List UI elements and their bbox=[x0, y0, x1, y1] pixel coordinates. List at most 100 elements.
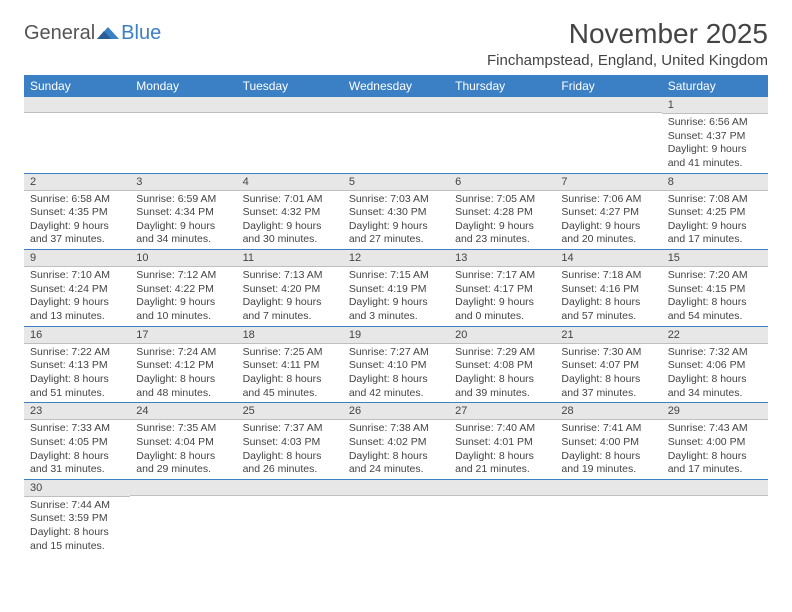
calendar-row: 9Sunrise: 7:10 AMSunset: 4:24 PMDaylight… bbox=[24, 250, 768, 327]
day-body: Sunrise: 7:24 AMSunset: 4:12 PMDaylight:… bbox=[130, 344, 236, 403]
day-body: Sunrise: 7:29 AMSunset: 4:08 PMDaylight:… bbox=[449, 344, 555, 403]
sunset-line: Sunset: 4:11 PM bbox=[243, 359, 337, 373]
day-number: 5 bbox=[343, 174, 449, 191]
day-number bbox=[237, 97, 343, 113]
day-number: 16 bbox=[24, 327, 130, 344]
day-number bbox=[343, 480, 449, 496]
calendar-cell: 10Sunrise: 7:12 AMSunset: 4:22 PMDayligh… bbox=[130, 250, 236, 327]
calendar-cell bbox=[449, 479, 555, 555]
calendar-cell bbox=[343, 97, 449, 173]
sunrise-line: Sunrise: 7:43 AM bbox=[668, 422, 762, 436]
calendar-cell bbox=[130, 97, 236, 173]
sunset-line: Sunset: 4:04 PM bbox=[136, 436, 230, 450]
day-number: 25 bbox=[237, 403, 343, 420]
day-number: 24 bbox=[130, 403, 236, 420]
day-header: Monday bbox=[130, 75, 236, 97]
daylight-line: Daylight: 8 hours and 37 minutes. bbox=[561, 373, 655, 400]
day-body: Sunrise: 7:37 AMSunset: 4:03 PMDaylight:… bbox=[237, 420, 343, 479]
sunset-line: Sunset: 4:07 PM bbox=[561, 359, 655, 373]
sunrise-line: Sunrise: 7:35 AM bbox=[136, 422, 230, 436]
sunset-line: Sunset: 4:19 PM bbox=[349, 283, 443, 297]
calendar-cell: 11Sunrise: 7:13 AMSunset: 4:20 PMDayligh… bbox=[237, 250, 343, 327]
header: General Blue November 2025 Finchampstead… bbox=[24, 18, 768, 69]
day-body bbox=[130, 113, 236, 169]
day-number bbox=[449, 97, 555, 113]
calendar-cell: 22Sunrise: 7:32 AMSunset: 4:06 PMDayligh… bbox=[662, 326, 768, 403]
day-body: Sunrise: 7:05 AMSunset: 4:28 PMDaylight:… bbox=[449, 191, 555, 250]
sunset-line: Sunset: 4:30 PM bbox=[349, 206, 443, 220]
day-number: 14 bbox=[555, 250, 661, 267]
day-body: Sunrise: 7:20 AMSunset: 4:15 PMDaylight:… bbox=[662, 267, 768, 326]
daylight-line: Daylight: 8 hours and 31 minutes. bbox=[30, 450, 124, 477]
sunset-line: Sunset: 4:02 PM bbox=[349, 436, 443, 450]
sunrise-line: Sunrise: 7:05 AM bbox=[455, 193, 549, 207]
day-header: Saturday bbox=[662, 75, 768, 97]
day-body: Sunrise: 7:41 AMSunset: 4:00 PMDaylight:… bbox=[555, 420, 661, 479]
day-body: Sunrise: 6:59 AMSunset: 4:34 PMDaylight:… bbox=[130, 191, 236, 250]
calendar-cell bbox=[130, 479, 236, 555]
sunrise-line: Sunrise: 7:29 AM bbox=[455, 346, 549, 360]
day-number: 3 bbox=[130, 174, 236, 191]
calendar-cell: 28Sunrise: 7:41 AMSunset: 4:00 PMDayligh… bbox=[555, 403, 661, 480]
daylight-line: Daylight: 9 hours and 10 minutes. bbox=[136, 296, 230, 323]
day-number: 9 bbox=[24, 250, 130, 267]
day-number bbox=[555, 97, 661, 113]
calendar-cell: 4Sunrise: 7:01 AMSunset: 4:32 PMDaylight… bbox=[237, 173, 343, 250]
daylight-line: Daylight: 9 hours and 27 minutes. bbox=[349, 220, 443, 247]
sunrise-line: Sunrise: 7:33 AM bbox=[30, 422, 124, 436]
daylight-line: Daylight: 8 hours and 21 minutes. bbox=[455, 450, 549, 477]
day-body: Sunrise: 7:18 AMSunset: 4:16 PMDaylight:… bbox=[555, 267, 661, 326]
calendar-cell bbox=[237, 97, 343, 173]
location: Finchampstead, England, United Kingdom bbox=[487, 52, 768, 69]
sunset-line: Sunset: 4:35 PM bbox=[30, 206, 124, 220]
sunrise-line: Sunrise: 7:15 AM bbox=[349, 269, 443, 283]
sunrise-line: Sunrise: 7:08 AM bbox=[668, 193, 762, 207]
sunset-line: Sunset: 4:28 PM bbox=[455, 206, 549, 220]
day-number bbox=[237, 480, 343, 496]
daylight-line: Daylight: 9 hours and 34 minutes. bbox=[136, 220, 230, 247]
day-body: Sunrise: 7:35 AMSunset: 4:04 PMDaylight:… bbox=[130, 420, 236, 479]
sunrise-line: Sunrise: 7:13 AM bbox=[243, 269, 337, 283]
sunset-line: Sunset: 4:06 PM bbox=[668, 359, 762, 373]
day-number: 12 bbox=[343, 250, 449, 267]
sunset-line: Sunset: 4:24 PM bbox=[30, 283, 124, 297]
day-body: Sunrise: 7:12 AMSunset: 4:22 PMDaylight:… bbox=[130, 267, 236, 326]
day-number bbox=[555, 480, 661, 496]
calendar-cell: 23Sunrise: 7:33 AMSunset: 4:05 PMDayligh… bbox=[24, 403, 130, 480]
day-body: Sunrise: 7:22 AMSunset: 4:13 PMDaylight:… bbox=[24, 344, 130, 403]
daylight-line: Daylight: 8 hours and 29 minutes. bbox=[136, 450, 230, 477]
day-body: Sunrise: 7:01 AMSunset: 4:32 PMDaylight:… bbox=[237, 191, 343, 250]
daylight-line: Daylight: 8 hours and 39 minutes. bbox=[455, 373, 549, 400]
daylight-line: Daylight: 9 hours and 23 minutes. bbox=[455, 220, 549, 247]
calendar-cell bbox=[24, 97, 130, 173]
sunrise-line: Sunrise: 7:17 AM bbox=[455, 269, 549, 283]
calendar-cell: 19Sunrise: 7:27 AMSunset: 4:10 PMDayligh… bbox=[343, 326, 449, 403]
day-body bbox=[555, 113, 661, 169]
sunrise-line: Sunrise: 7:01 AM bbox=[243, 193, 337, 207]
day-body: Sunrise: 7:25 AMSunset: 4:11 PMDaylight:… bbox=[237, 344, 343, 403]
day-number: 10 bbox=[130, 250, 236, 267]
calendar-cell: 1Sunrise: 6:56 AMSunset: 4:37 PMDaylight… bbox=[662, 97, 768, 173]
day-body bbox=[130, 496, 236, 552]
calendar-cell: 26Sunrise: 7:38 AMSunset: 4:02 PMDayligh… bbox=[343, 403, 449, 480]
flag-icon bbox=[97, 25, 119, 43]
daylight-line: Daylight: 8 hours and 34 minutes. bbox=[668, 373, 762, 400]
daylight-line: Daylight: 9 hours and 13 minutes. bbox=[30, 296, 124, 323]
calendar-cell: 2Sunrise: 6:58 AMSunset: 4:35 PMDaylight… bbox=[24, 173, 130, 250]
calendar-row: 30Sunrise: 7:44 AMSunset: 3:59 PMDayligh… bbox=[24, 479, 768, 555]
calendar-cell bbox=[555, 97, 661, 173]
calendar-cell: 30Sunrise: 7:44 AMSunset: 3:59 PMDayligh… bbox=[24, 479, 130, 555]
calendar-cell bbox=[555, 479, 661, 555]
day-body bbox=[237, 496, 343, 552]
calendar-page: General Blue November 2025 Finchampstead… bbox=[0, 0, 792, 573]
sunset-line: Sunset: 4:16 PM bbox=[561, 283, 655, 297]
day-number: 13 bbox=[449, 250, 555, 267]
day-number: 27 bbox=[449, 403, 555, 420]
day-header: Sunday bbox=[24, 75, 130, 97]
day-number: 11 bbox=[237, 250, 343, 267]
calendar-table: Sunday Monday Tuesday Wednesday Thursday… bbox=[24, 75, 768, 555]
calendar-cell: 25Sunrise: 7:37 AMSunset: 4:03 PMDayligh… bbox=[237, 403, 343, 480]
sunset-line: Sunset: 3:59 PM bbox=[30, 512, 124, 526]
day-number: 7 bbox=[555, 174, 661, 191]
day-body: Sunrise: 7:03 AMSunset: 4:30 PMDaylight:… bbox=[343, 191, 449, 250]
